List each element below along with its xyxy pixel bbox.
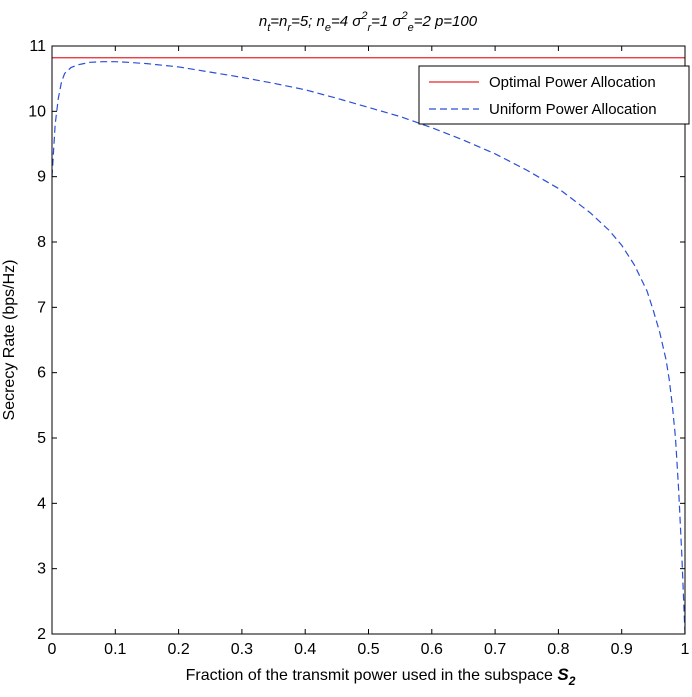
y-tick-label: 9 (37, 169, 46, 186)
series-layer (51, 57, 686, 635)
y-tick-label: 7 (37, 299, 46, 316)
x-tick-label: 0.8 (547, 641, 569, 658)
x-tick-label: 1 (681, 641, 690, 658)
chart-title: nt=nr=5; ne=4 σ2r=1 σ2e=2 p=100 (259, 10, 478, 34)
legend-box (418, 65, 690, 125)
ticks-layer: 0 0.1 0.2 0.3 0.4 0.5 0.6 0.7 0.8 0.9 1 2 3 4 5 6 7 8 9 10 1… (28, 38, 689, 658)
y-tick-label: 2 (37, 626, 46, 643)
y-tick-label: 6 (37, 365, 46, 382)
x-tick-label: 0.6 (421, 641, 443, 658)
x-tick-label: 0.7 (484, 641, 506, 658)
x-tick-label: 0.5 (357, 641, 379, 658)
legend-entry-label: Optimal Power Allocation (489, 74, 656, 91)
y-axis-label: Secrecy Rate (bps/Hz) (1, 260, 18, 421)
y-tick-label: 10 (28, 103, 46, 120)
series-line-uniform (51, 61, 686, 635)
x-tick-label: 0.2 (167, 641, 189, 658)
y-tick-label: 3 (37, 561, 46, 578)
y-tick-label: 11 (29, 38, 46, 55)
x-tick-label: 0.4 (294, 641, 316, 658)
x-tick-label: 0.1 (104, 641, 126, 658)
y-tick-label: 4 (37, 495, 46, 512)
x-axis-label: Fraction of the transmit power used in t… (186, 665, 576, 688)
y-tick-label: 8 (37, 234, 46, 251)
x-tick-label: 0.3 (231, 641, 253, 658)
legend-entry-label: Uniform Power Allocation (489, 101, 657, 118)
legend: Optimal Power Allocation Uniform Power Al… (418, 65, 690, 125)
x-tick-label: 0.9 (611, 641, 633, 658)
x-tick-label: 0 (48, 641, 57, 658)
y-tick-label: 5 (37, 430, 46, 447)
